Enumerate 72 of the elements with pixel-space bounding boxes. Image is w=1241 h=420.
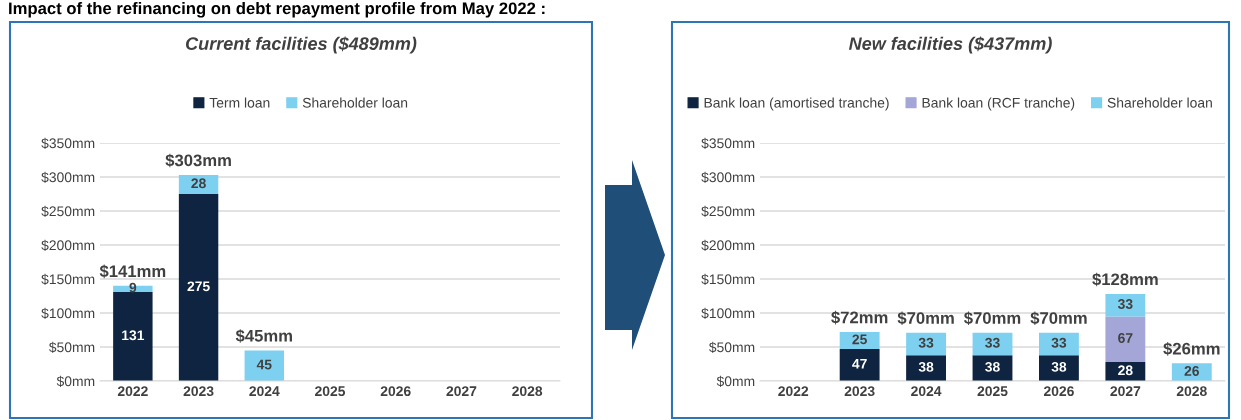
x-tick-label: 2023 [844, 386, 875, 397]
y-tick-label: $100mm [701, 307, 755, 319]
x-tick-label: 2022 [117, 386, 148, 397]
bar [839, 349, 880, 381]
y-tick-label: $150mm [701, 273, 755, 285]
chart-title: New facilities ($437mm) [848, 36, 1052, 54]
total-label: $141mm [99, 264, 166, 279]
total-label: $45mm [235, 329, 292, 343]
x-tick-label: 2028 [512, 386, 543, 397]
data-label: 38 [918, 361, 934, 372]
data-label: 33 [918, 337, 934, 348]
y-tick-label: $150mm [41, 273, 95, 285]
total-label: $303mm [165, 153, 231, 168]
data-label: 33 [985, 337, 1000, 348]
x-tick-label: 2024 [911, 386, 942, 397]
legend-label: Term loan [209, 97, 270, 108]
x-tick-label: 2027 [1110, 386, 1141, 397]
data-label: 28 [191, 178, 206, 189]
data-label: 38 [1051, 361, 1067, 372]
text: Impact of the refinancing on debt repayment profile from May 2022 : [9, 2, 545, 18]
y-tick-label: $300mm [701, 171, 755, 183]
bar [244, 350, 284, 381]
y-tick-label: $250mm [701, 205, 755, 217]
y-tick-label: $350mm [41, 137, 95, 149]
data-label: 26 [1184, 366, 1200, 376]
data-label: 28 [1118, 365, 1133, 376]
y-tick-label: $300mm [41, 171, 95, 183]
data-label: 45 [256, 359, 272, 370]
total-label: $128mm [1092, 272, 1158, 287]
y-tick-label: $50mm [48, 341, 95, 353]
legend-label: Bank loan (RCF tranche) [922, 97, 1075, 111]
x-tick-label: 2025 [977, 386, 1008, 397]
x-tick-label: 2023 [183, 386, 214, 397]
bar [113, 291, 153, 381]
data-label: 67 [1118, 333, 1133, 343]
total-label: $70mm [897, 311, 954, 326]
data-label: 47 [852, 359, 867, 369]
total-label: $70mm [1030, 311, 1087, 326]
data-label: 25 [852, 334, 867, 345]
x-tick-label: 2025 [315, 386, 346, 397]
y-tick-label: $0mm [716, 375, 755, 387]
bar [1039, 332, 1079, 356]
data-label: 275 [187, 281, 210, 292]
legend-label: Bank loan (amortised tranche) [704, 97, 889, 111]
total-label: $26mm [1163, 342, 1220, 356]
x-tick-label: 2024 [249, 386, 280, 397]
bar [1105, 293, 1146, 317]
bar [1105, 316, 1146, 362]
x-tick-label: 2028 [1176, 386, 1207, 397]
y-tick-label: $100mm [41, 307, 95, 319]
total-label: $72mm [831, 310, 888, 325]
chart-title: Current facilities ($489mm) [185, 36, 417, 54]
data-label: 38 [985, 361, 1000, 372]
y-tick-label: $50mm [708, 341, 755, 353]
x-tick-label: 2026 [380, 386, 411, 397]
data-label: 33 [1117, 299, 1133, 309]
bar [906, 332, 946, 356]
y-tick-label: $200mm [701, 239, 755, 251]
y-tick-label: $0mm [56, 375, 95, 387]
legend-label: Shareholder loan [1107, 97, 1212, 108]
bar [839, 332, 880, 350]
x-tick-label: 2027 [446, 386, 477, 397]
data-label: 33 [1051, 337, 1067, 348]
x-tick-label: 2022 [778, 386, 809, 397]
x-tick-label: 2026 [1043, 386, 1074, 397]
bar [178, 194, 219, 381]
total-label: $70mm [964, 311, 1021, 326]
y-tick-label: $350mm [701, 137, 755, 149]
y-tick-label: $250mm [41, 205, 95, 217]
data-label: 131 [122, 330, 145, 341]
y-tick-label: $200mm [41, 239, 95, 251]
legend-label: Shareholder loan [302, 97, 408, 108]
